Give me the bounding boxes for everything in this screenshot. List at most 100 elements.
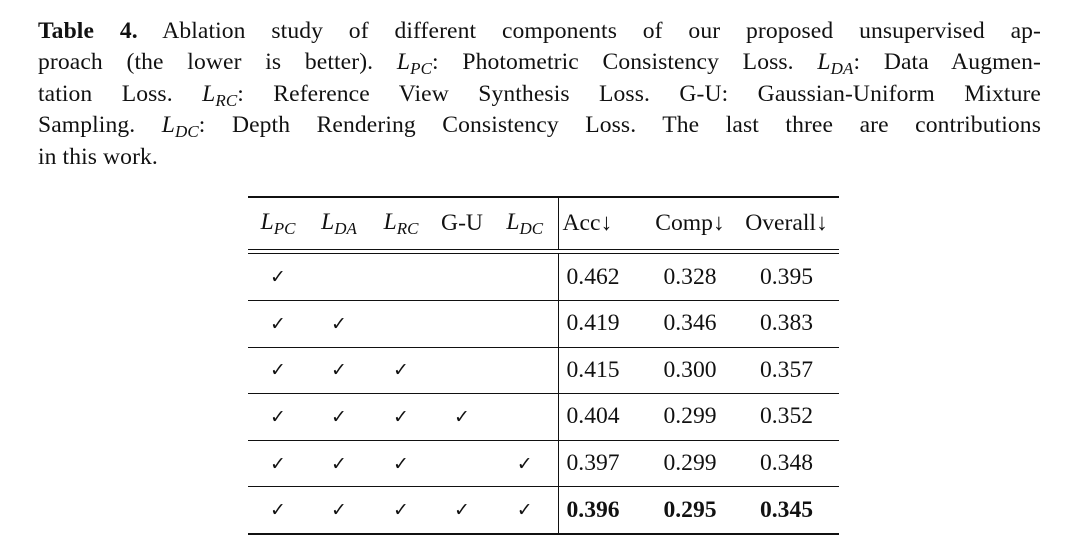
cell-acc: 0.415 [557,347,646,394]
results-table: LPC LDA LRC G-U LDC Acc↓ Comp↓ Overall↓ [248,198,839,249]
cell-dc [492,347,558,394]
caption-label: Table 4. [38,18,138,44]
cell-acc: 0.396 [557,486,646,533]
cell-comp: 0.346 [663,310,717,337]
cell-comp: 0.299 [663,450,717,477]
caption-text-3b: : Reference View Synthesis Loss. G-U: Ga… [237,80,1041,107]
symbol-sub-dc: DC [174,121,199,141]
symbol-l: L [161,112,175,139]
cell-da: ✓ [331,359,347,382]
cell-rc: ✓ [393,405,409,428]
symbol-l: L [506,208,520,235]
cell-rc: ✓ [393,499,409,522]
cell-pc: ✓ [270,405,286,428]
symbol-sub-pc: PC [410,59,433,79]
results-body: ✓ 0.462 0.328 0.395 ✓ ✓ 0.419 0.346 [248,254,839,533]
cell-pc: ✓ [270,359,286,382]
cell-pc: ✓ [270,452,286,475]
symbol-sub-pc: PC [273,218,296,238]
cell-dc: ✓ [516,499,533,522]
caption-text-2c: : Data Augmen- [853,49,1041,76]
table-row-best: ✓ ✓ ✓ ✓ ✓ 0.396 0.295 0.345 [248,486,839,533]
cell-pc: ✓ [270,266,286,289]
cell-gu [432,300,492,347]
cell-gu [432,254,492,300]
cell-dc [492,300,558,347]
header-l-da: LDA [308,198,370,249]
cell-pc: ✓ [270,312,286,335]
cell-overall: 0.348 [759,450,814,477]
header-l-rc: LRC [370,198,432,249]
cell-overall: 0.383 [759,310,814,337]
cell-comp: 0.295 [663,496,717,523]
cell-da: ✓ [331,312,347,335]
cell-overall: 0.395 [759,263,814,290]
header-rule-2 [248,253,839,255]
cell-overall: 0.357 [759,356,814,383]
cell-gu: ✓ [454,405,470,428]
table-row: ✓ ✓ ✓ 0.415 0.300 0.357 [248,347,839,394]
cell-comp: 0.299 [663,403,717,430]
table-bottom-rule [248,532,839,535]
cell-acc: 0.397 [557,440,646,487]
caption-text-4a: Sampling. [38,112,162,139]
header-gu: G-U [441,210,483,236]
caption-line-3: tation Loss. LRC: Reference View Synthes… [38,79,1041,110]
symbol-l-da: LDA [817,49,854,79]
cell-pc: ✓ [270,499,286,522]
symbol-l-rc: LRC [202,80,238,110]
caption-line-5: in this work. [38,143,158,170]
table-top-rule [248,196,839,198]
table-row: ✓ ✓ ✓ ✓ 0.404 0.299 0.352 [248,393,839,441]
symbol-sub-da: DA [334,218,357,238]
caption-text-4b: : Depth Rendering Consistency Loss. The … [198,112,1041,139]
header-comp: Comp↓ [655,210,725,236]
symbol-l-pc: LPC [396,49,433,79]
caption-text-2b: : Photometric Consistency Loss. [432,49,818,76]
symbol-sub-da: DA [830,59,854,79]
symbol-l: L [396,49,411,76]
symbol-sub-dc: DC [519,218,544,238]
symbol-l-dc: LDC [161,112,199,141]
cell-rc: ✓ [393,452,409,475]
symbol-sub-rc: RC [396,218,419,238]
symbol-l: L [383,208,397,235]
cell-comp: 0.300 [663,356,717,383]
symbol-l: L [260,208,274,235]
cell-comp: 0.328 [663,263,717,290]
table-row: ✓ 0.462 0.328 0.395 [248,254,839,301]
table-row: ✓ ✓ ✓ ✓ 0.397 0.299 0.348 [248,440,839,487]
cell-da: ✓ [331,452,347,475]
header-l-dc: LDC [492,198,558,249]
table-caption: Table 4. Ablation study of different com… [38,16,1041,173]
cell-rc [370,254,432,300]
symbol-l: L [202,80,216,107]
header-overall: Overall↓ [745,210,828,236]
ablation-table: LPC LDA LRC G-U LDC Acc↓ Comp↓ Overall↓ [248,196,839,535]
cell-acc: 0.462 [557,254,646,301]
caption-line-4: Sampling. LDC: Depth Rendering Consisten… [38,110,1041,141]
caption-text-1: Ablation study of different components o… [137,18,1041,44]
cell-dc [492,394,558,441]
cell-overall: 0.345 [759,496,814,523]
cell-da: ✓ [331,405,347,428]
header-acc: Acc↓ [557,198,646,249]
cell-acc: 0.419 [557,300,646,348]
caption-line-2: proach (the lower is better). LPC: Photo… [38,47,1041,78]
cell-rc: ✓ [393,359,409,382]
cell-dc [492,254,558,300]
cell-overall: 0.352 [759,403,814,430]
symbol-l: L [321,208,335,235]
cell-acc: 0.404 [557,393,646,441]
cell-gu [432,440,492,487]
cell-gu [432,347,492,394]
table-header-row: LPC LDA LRC G-U LDC Acc↓ Comp↓ Overall↓ [248,198,839,249]
symbol-sub-rc: RC [215,90,238,110]
header-l-pc: LPC [248,198,308,249]
header-rule-1 [248,249,839,251]
cell-da: ✓ [331,499,347,522]
caption-text-2a: proach (the lower is better). [38,49,397,76]
table-row: ✓ ✓ 0.419 0.346 0.383 [248,300,839,348]
caption-line-1: Table 4. Ablation study of different com… [38,16,1041,47]
